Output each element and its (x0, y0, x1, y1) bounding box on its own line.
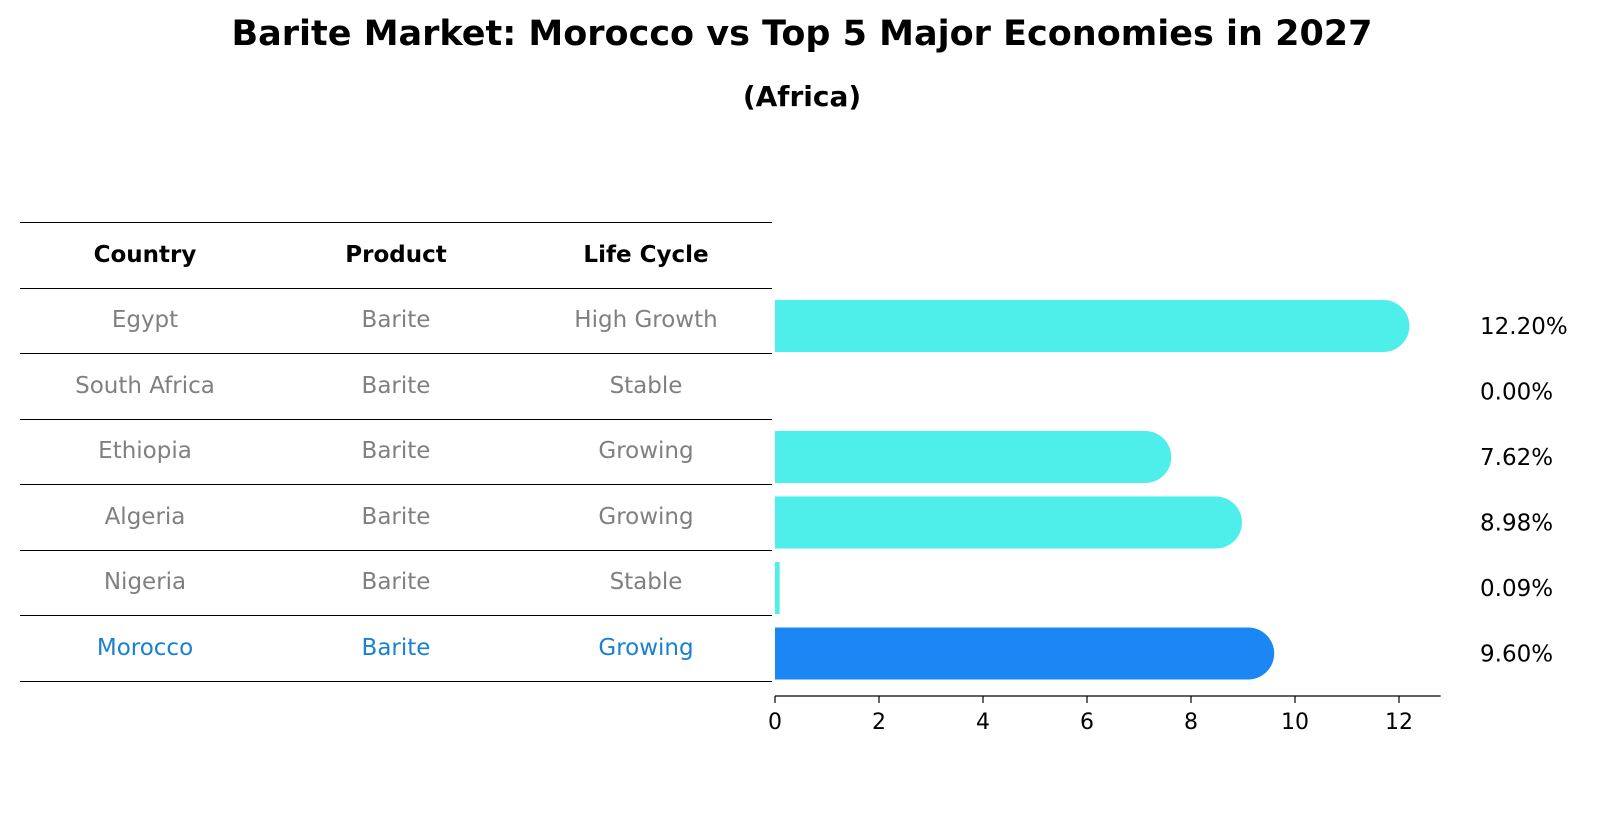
table-rule (20, 615, 772, 616)
x-tick-label: 4 (976, 710, 990, 735)
chart-title: Barite Market: Morocco vs Top 5 Major Ec… (231, 14, 1373, 54)
bar (775, 496, 1242, 549)
table-rule (20, 353, 772, 354)
table-cell: Morocco (96, 634, 194, 661)
bar (775, 300, 1410, 352)
table-rule (20, 287, 772, 289)
table-cell: Barite (361, 503, 431, 530)
x-tick-label: 10 (1281, 710, 1309, 735)
bar (775, 627, 1275, 680)
table-cell: Barite (361, 372, 431, 399)
table-cell: Barite (361, 438, 431, 465)
table-cell: Stable (609, 372, 683, 399)
bar (775, 562, 780, 614)
x-tick-label: 12 (1385, 710, 1413, 735)
table-cell: Barite (361, 634, 431, 661)
table-cell: Barite (361, 307, 431, 334)
table-header-cell: Life Cycle (583, 241, 709, 268)
table-cell: South Africa (75, 372, 215, 399)
table-cell: Stable (609, 569, 683, 596)
x-tick-label: 2 (872, 710, 886, 735)
x-tick-label: 0 (768, 710, 782, 735)
table-cell: High Growth (574, 307, 718, 334)
table-rule (20, 418, 772, 420)
x-tick-label: 8 (1184, 710, 1198, 735)
table-rule (20, 484, 772, 485)
table-cell: Growing (598, 438, 694, 465)
table-header-cell: Product (345, 241, 447, 268)
table-cell: Growing (598, 503, 694, 530)
table-cell: Barite (361, 569, 431, 596)
table-cell: Egypt (111, 307, 179, 334)
table-rule (20, 222, 772, 223)
chart-subtitle: (Africa) (742, 80, 862, 113)
table-rule (20, 549, 772, 551)
bar-value-label: 0.09% (1480, 576, 1553, 602)
table-cell: Algeria (104, 503, 186, 530)
bar-value-label: 9.60% (1480, 642, 1553, 668)
table-header-cell: Country (93, 241, 197, 268)
table-rule (20, 680, 772, 682)
x-tick-label: 6 (1080, 710, 1094, 735)
bar-value-label: 12.20% (1480, 314, 1568, 340)
table-cell: Ethiopia (98, 438, 192, 465)
bar-value-label: 8.98% (1480, 511, 1553, 537)
table-cell: Nigeria (103, 569, 187, 596)
bar-value-label: 7.62% (1480, 445, 1553, 471)
table-cell: Growing (598, 634, 694, 661)
bar-value-label: 0.00% (1480, 380, 1553, 406)
bar (775, 431, 1172, 483)
